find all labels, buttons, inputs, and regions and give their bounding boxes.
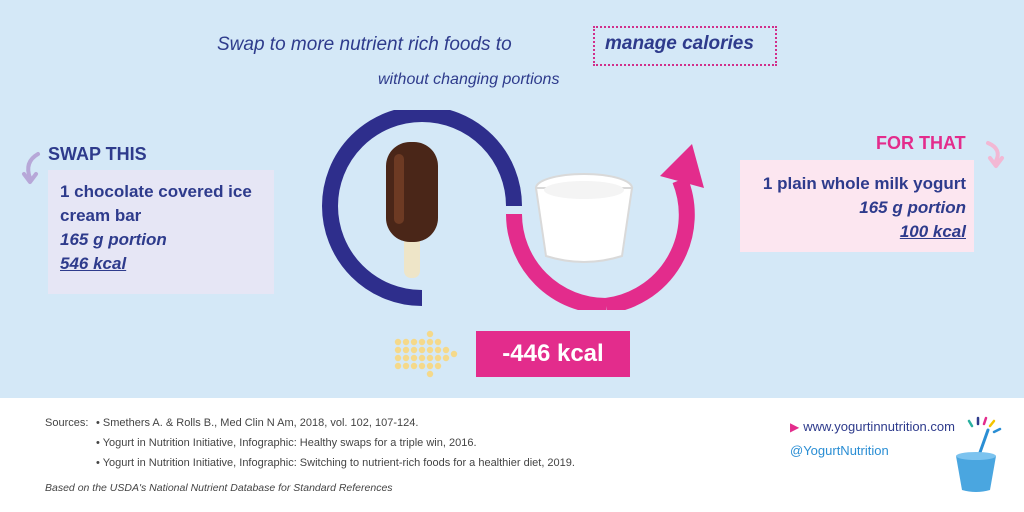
- swap-card: 1 chocolate covered ice cream bar 165 g …: [48, 170, 274, 294]
- curved-arrow-icon: [22, 152, 40, 184]
- source-item: • Yogurt in Nutrition Initiative, Infogr…: [96, 437, 477, 449]
- for-kcal: 100 kcal: [899, 222, 966, 241]
- footer-panel: [0, 398, 1024, 512]
- highlight-frame: [593, 26, 777, 66]
- swap-portion: 165 g portion: [60, 230, 167, 249]
- play-icon: ▶: [790, 420, 800, 434]
- data-basis-note: Based on the USDA's National Nutrient Da…: [45, 482, 393, 494]
- for-title: FOR THAT: [876, 133, 966, 153]
- source-item: • Yogurt in Nutrition Initiative, Infogr…: [96, 457, 575, 469]
- subheadline: without changing portions: [378, 71, 560, 88]
- website-text: www.yogurtinnutrition.com: [803, 419, 955, 434]
- social-handle-link[interactable]: @YogurtNutrition: [790, 443, 889, 458]
- yogurt-cup-image: [534, 173, 634, 263]
- swap-kcal: 546 kcal: [60, 254, 127, 273]
- dotted-arrow-icon: [394, 330, 458, 378]
- headline-highlight: manage calories: [605, 33, 754, 54]
- swap-graphic: [322, 110, 704, 310]
- curved-arrow-icon-right: [986, 141, 1004, 168]
- headline: Swap to more nutrient rich foods to: [217, 34, 512, 55]
- source-item: • Smethers A. & Rolls B., Med Clin N Am,…: [96, 417, 419, 429]
- ice-cream-bar-image: [386, 142, 438, 278]
- website-link[interactable]: ▶ www.yogurtinnutrition.com: [790, 419, 955, 434]
- swap-item: 1 chocolate covered ice cream bar: [60, 182, 252, 225]
- calorie-difference-badge: -446 kcal: [476, 331, 630, 377]
- for-card: 1 plain whole milk yogurt 165 g portion …: [740, 160, 974, 252]
- for-portion: 165 g portion: [859, 198, 966, 217]
- for-item: 1 plain whole milk yogurt: [762, 174, 966, 193]
- yogurt-cup-logo-icon: [956, 416, 1002, 492]
- swap-title: SWAP THIS: [48, 144, 147, 164]
- sources-label: Sources:: [45, 417, 89, 429]
